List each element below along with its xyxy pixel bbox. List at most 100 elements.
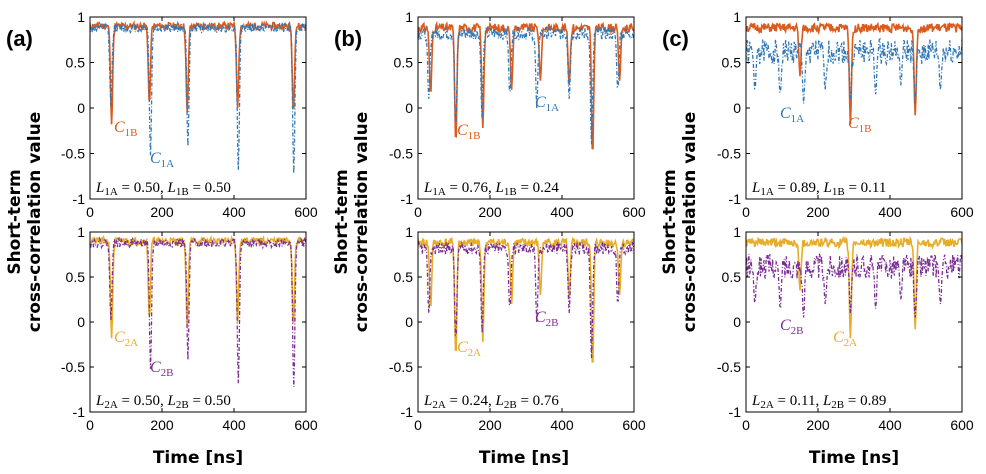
panel-letter-b: (b) [334,26,362,51]
series-label-c2a: C2A [457,339,481,359]
series-line-c2a [90,234,306,339]
axes-frame [89,231,307,413]
x-tick-label: 200 [150,417,174,433]
y-tick-label: 1 [733,224,741,240]
x-tick-label: 200 [806,204,830,220]
xlabel-a: Time [ns] [153,448,243,468]
y-tick-label: 1 [733,9,741,25]
axes-frame [745,231,963,413]
y-tick-label: 0.5 [66,269,86,285]
xlabel-b: Time [ns] [479,448,569,468]
x-tick-label: 400 [550,204,574,220]
annotation-text: L1A = 0.76, L1B = 0.24 [423,180,559,198]
ylabel-line2-a: cross-correlation value [25,112,45,332]
series-line-c1a [746,37,962,104]
x-tick-label: 200 [806,417,830,433]
series-line-c1a [418,25,634,145]
x-tick-label: 0 [742,417,750,433]
axes-frame [417,16,635,200]
x-tick-label: 0 [86,204,94,220]
x-tick-label: 600 [950,417,974,433]
series-line-c2a [746,235,962,339]
y-tick-label: 1 [77,224,85,240]
series-label-c1a: C1A [535,94,559,114]
annotation-text: L1A = 0.50, L1B = 0.50 [95,180,231,198]
x-tick-label: 600 [294,204,318,220]
y-tick-label: 1 [77,9,85,25]
series-line-c2b [90,236,306,387]
annotation-text: L2A = 0.11, L2B = 0.89 [751,393,886,411]
x-tick-label: 400 [550,417,574,433]
annotation-text: L1A = 0.89, L1B = 0.11 [751,180,886,198]
y-tick-label: -0.5 [717,359,741,375]
x-tick-label: 0 [742,204,750,220]
plot-a-bottom: -1 -0.5 0 0.5 1 0 200 400 600 C2A C2B L2A = 0.50, L… [61,224,318,433]
x-tick-label: 600 [294,417,318,433]
plot-c-bottom: -1 -0.5 0 0.5 1 0 200 400 600 C2A C2B L2A = 0.11, L… [717,224,974,433]
x-tick-label: 400 [222,204,246,220]
series-label-c1b: C1B [114,119,138,139]
y-tick-label: -1 [73,191,86,207]
x-tick-label: 200 [478,204,502,220]
y-tick-label: 0 [733,314,741,330]
series-label-c2b: C2B [780,317,804,337]
y-tick-label: 0.5 [394,55,414,71]
y-tick-label: 0 [77,100,85,116]
x-tick-label: 600 [622,204,646,220]
x-tick-label: 400 [878,417,902,433]
y-tick-label: 0.5 [722,55,742,71]
series-label-c2a: C2A [833,329,857,349]
y-tick-label: -1 [729,191,742,207]
series-label-c1b: C1B [457,122,481,142]
y-tick-label: 0 [405,314,413,330]
plot-a-top: -1 -0.5 0 0.5 1 0 200 400 600 C1B C1A L1A = 0.50, L… [61,9,318,220]
y-tick-label: 0 [733,100,741,116]
y-tick-label: 1 [405,9,413,25]
series-line-c2b [418,240,634,359]
plot-b-top: -1 -0.5 0 0.5 1 0 200 400 600 C1B C1A L1A = 0.76, L… [389,9,646,220]
panel-letter-c: (c) [662,26,689,51]
series-line-c1a [90,20,306,174]
series-label-c2b: C2B [150,359,174,379]
ylabel-line1-c: Short-term [660,169,680,274]
ylabel-line1-a: Short-term [5,169,25,274]
x-tick-label: 200 [478,417,502,433]
series-label-c2b: C2B [535,309,559,329]
y-tick-label: -1 [729,404,742,420]
axes-frame [745,16,963,200]
series-label-c1b: C1B [848,115,872,135]
series-label-c1a: C1A [150,150,174,170]
y-tick-label: 0 [77,314,85,330]
y-tick-label: -1 [401,404,414,420]
series-line-c2a [418,236,634,363]
x-tick-label: 600 [622,417,646,433]
axes-frame [89,16,307,200]
ylabel-line2-c: cross-correlation value [680,112,700,332]
y-tick-label: -0.5 [389,146,413,162]
x-tick-label: 600 [950,204,974,220]
y-tick-label: -1 [73,404,86,420]
series-line-c1b [418,20,634,150]
series-line-c1b [746,21,962,125]
y-tick-label: -1 [401,191,414,207]
annotation-text: L2A = 0.24, L2B = 0.76 [423,393,559,411]
series-line-c2b [746,252,962,318]
y-tick-label: -0.5 [717,146,741,162]
ylabel-line2-b: cross-correlation value [352,112,372,332]
series-label-c2a: C2A [114,329,138,349]
x-tick-label: 200 [150,204,174,220]
y-tick-label: 0.5 [66,55,86,71]
axes-frame [417,231,635,413]
x-tick-label: 400 [878,204,902,220]
ylabel-line1-b: Short-term [332,169,352,274]
y-tick-label: -0.5 [61,359,85,375]
annotation-text: L2A = 0.50, L2B = 0.50 [95,393,231,411]
x-tick-label: 0 [414,417,422,433]
x-tick-label: 0 [86,417,94,433]
series-line-c1b [90,20,306,125]
y-tick-label: -0.5 [389,359,413,375]
plot-b-bottom: -1 -0.5 0 0.5 1 0 200 400 600 C2A C2B L2A = 0.24, L… [389,224,646,433]
series-label-c1a: C1A [780,105,804,125]
x-tick-label: 0 [414,204,422,220]
